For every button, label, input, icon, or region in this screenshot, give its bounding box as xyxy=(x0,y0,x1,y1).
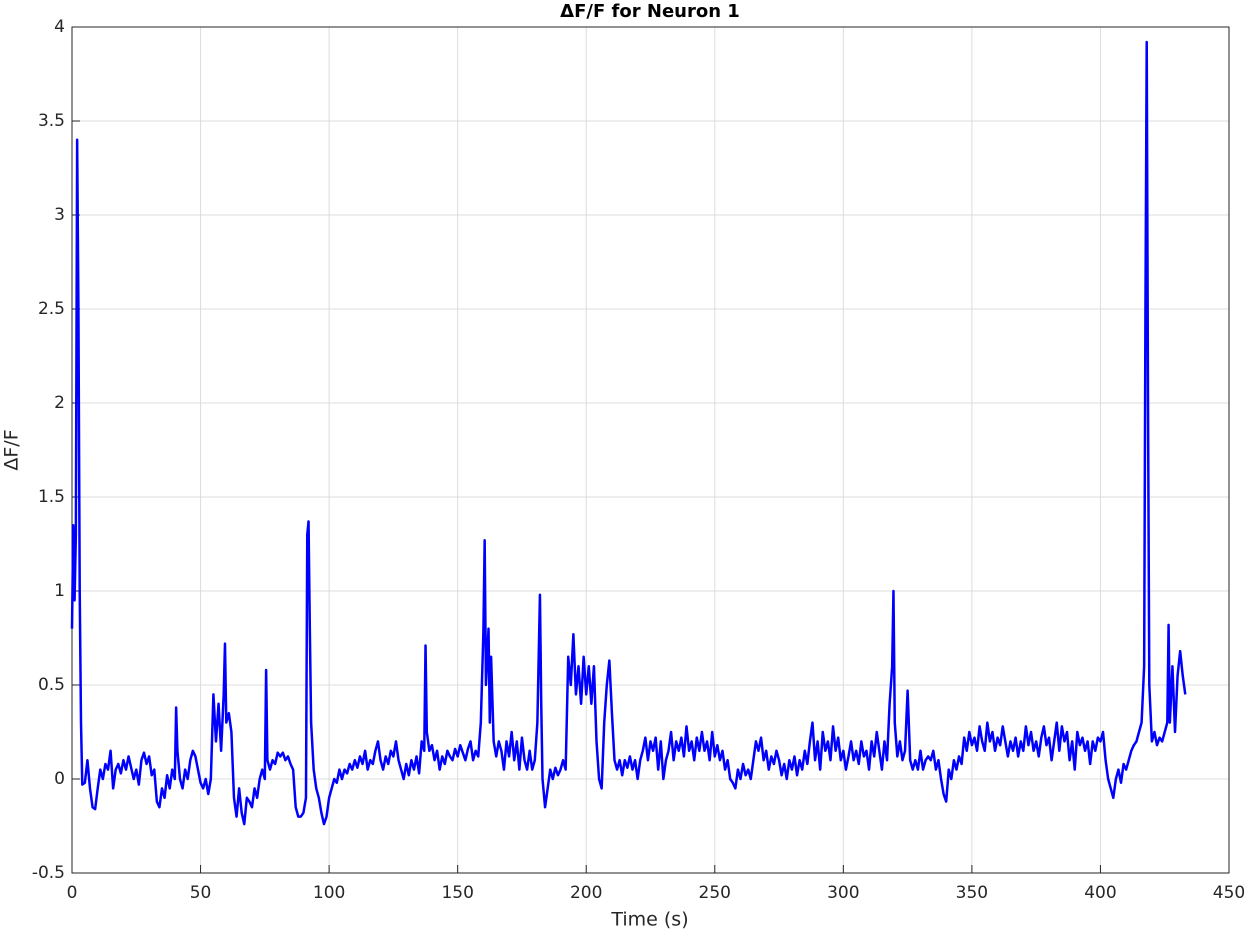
x-tick-label: 300 xyxy=(827,883,859,903)
y-tick-label: 2 xyxy=(54,393,65,413)
y-tick-label: 3 xyxy=(54,205,65,225)
y-tick-label: 1.5 xyxy=(38,487,65,507)
y-axis-label: ΔF/F xyxy=(1,429,23,470)
x-tick-label: 400 xyxy=(1084,883,1116,903)
x-tick-label: 350 xyxy=(956,883,988,903)
y-tick-label: 0.5 xyxy=(38,675,65,695)
y-tick-label: 4 xyxy=(54,17,65,37)
plot-frame xyxy=(71,26,1230,874)
x-tick-label: 50 xyxy=(190,883,212,903)
x-tick-label: 200 xyxy=(570,883,602,903)
chart-title: ΔF/F for Neuron 1 xyxy=(560,1,740,22)
y-tick-label: 3.5 xyxy=(38,111,65,131)
y-tick-label: 1 xyxy=(54,581,65,601)
data-line xyxy=(70,40,1187,826)
x-tick-label: 100 xyxy=(313,883,345,903)
x-tick-label: 450 xyxy=(1213,883,1245,903)
y-tick-label: 2.5 xyxy=(38,299,65,319)
x-axis-label: Time (s) xyxy=(610,909,688,931)
x-tick-label: 150 xyxy=(441,883,473,903)
x-tick-label: 250 xyxy=(699,883,731,903)
y-tick-label: -0.5 xyxy=(32,863,65,883)
y-tick-label: 0 xyxy=(54,769,65,789)
x-tick-label: 0 xyxy=(67,883,78,903)
